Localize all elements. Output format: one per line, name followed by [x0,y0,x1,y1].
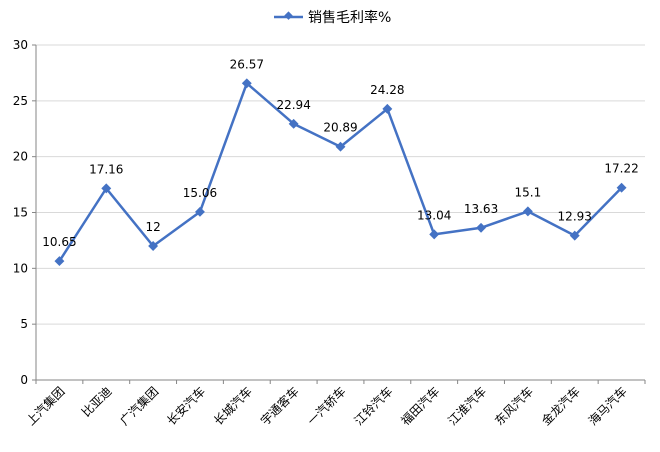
data-point [476,222,486,233]
legend-label: 销售毛利率% [308,9,391,26]
data-point [522,206,533,217]
data-label: 20.89 [323,121,357,135]
data-label: 10.65 [42,235,76,249]
x-tick-label: 江铃汽车 [351,384,396,429]
data-point [616,182,627,193]
y-tick-label: 25 [13,94,28,108]
x-tick-label: 宇通客车 [257,384,302,429]
y-tick-label: 5 [20,317,28,331]
data-label: 26.57 [230,57,264,71]
x-tick-label: 一汽轿车 [304,384,349,429]
series-line [58,82,623,262]
x-tick-label: 海马汽车 [585,384,630,429]
x-tick-label: 长城汽车 [210,384,255,429]
y-tick-label: 20 [13,150,28,164]
data-label: 15.06 [183,186,217,200]
x-tick-label: 长安汽车 [164,384,209,429]
data-point [195,206,205,217]
data-point [429,229,440,240]
x-tick-label: 金龙汽车 [538,384,583,429]
y-tick-label: 15 [13,206,28,220]
x-tick-label: 东风汽车 [491,384,536,429]
y-tick-label: 30 [13,38,28,52]
legend-marker-swatch [284,11,293,20]
data-point [148,241,159,251]
data-label: 17.16 [89,162,123,176]
x-tick-label: 比亚迪 [79,384,114,419]
data-label: 12.93 [558,210,592,224]
data-label: 17.22 [604,162,638,176]
data-label: 24.28 [370,83,404,97]
data-label: 15.1 [515,185,542,199]
legend: 销售毛利率% [274,9,391,26]
x-tick-label: 上汽集团 [23,384,68,429]
x-tick-label: 福田汽车 [398,384,443,429]
axes: 051015202530上汽集团 比亚迪 广汽集团 长安汽车 长城汽车 宇通客车 一汽轿车江… [13,38,646,429]
y-tick-label: 0 [20,373,28,387]
data-label: 22.94 [276,98,310,112]
series-layer: 10.65 17.16 12 15.06 26.57 22.94 20.89 24.28 13.… [42,57,639,267]
data-point [241,78,252,89]
grid-lines [36,44,645,325]
y-tick-label: 10 [13,261,28,275]
data-label: 13.63 [464,202,498,216]
data-point [569,230,580,241]
data-label: 13.04 [417,208,451,222]
data-label: 12 [145,220,160,234]
x-tick-label: 广汽集团 [117,384,162,429]
x-tick-label: 江淮汽车 [445,384,490,429]
data-point [335,141,346,152]
data-point [101,183,112,194]
